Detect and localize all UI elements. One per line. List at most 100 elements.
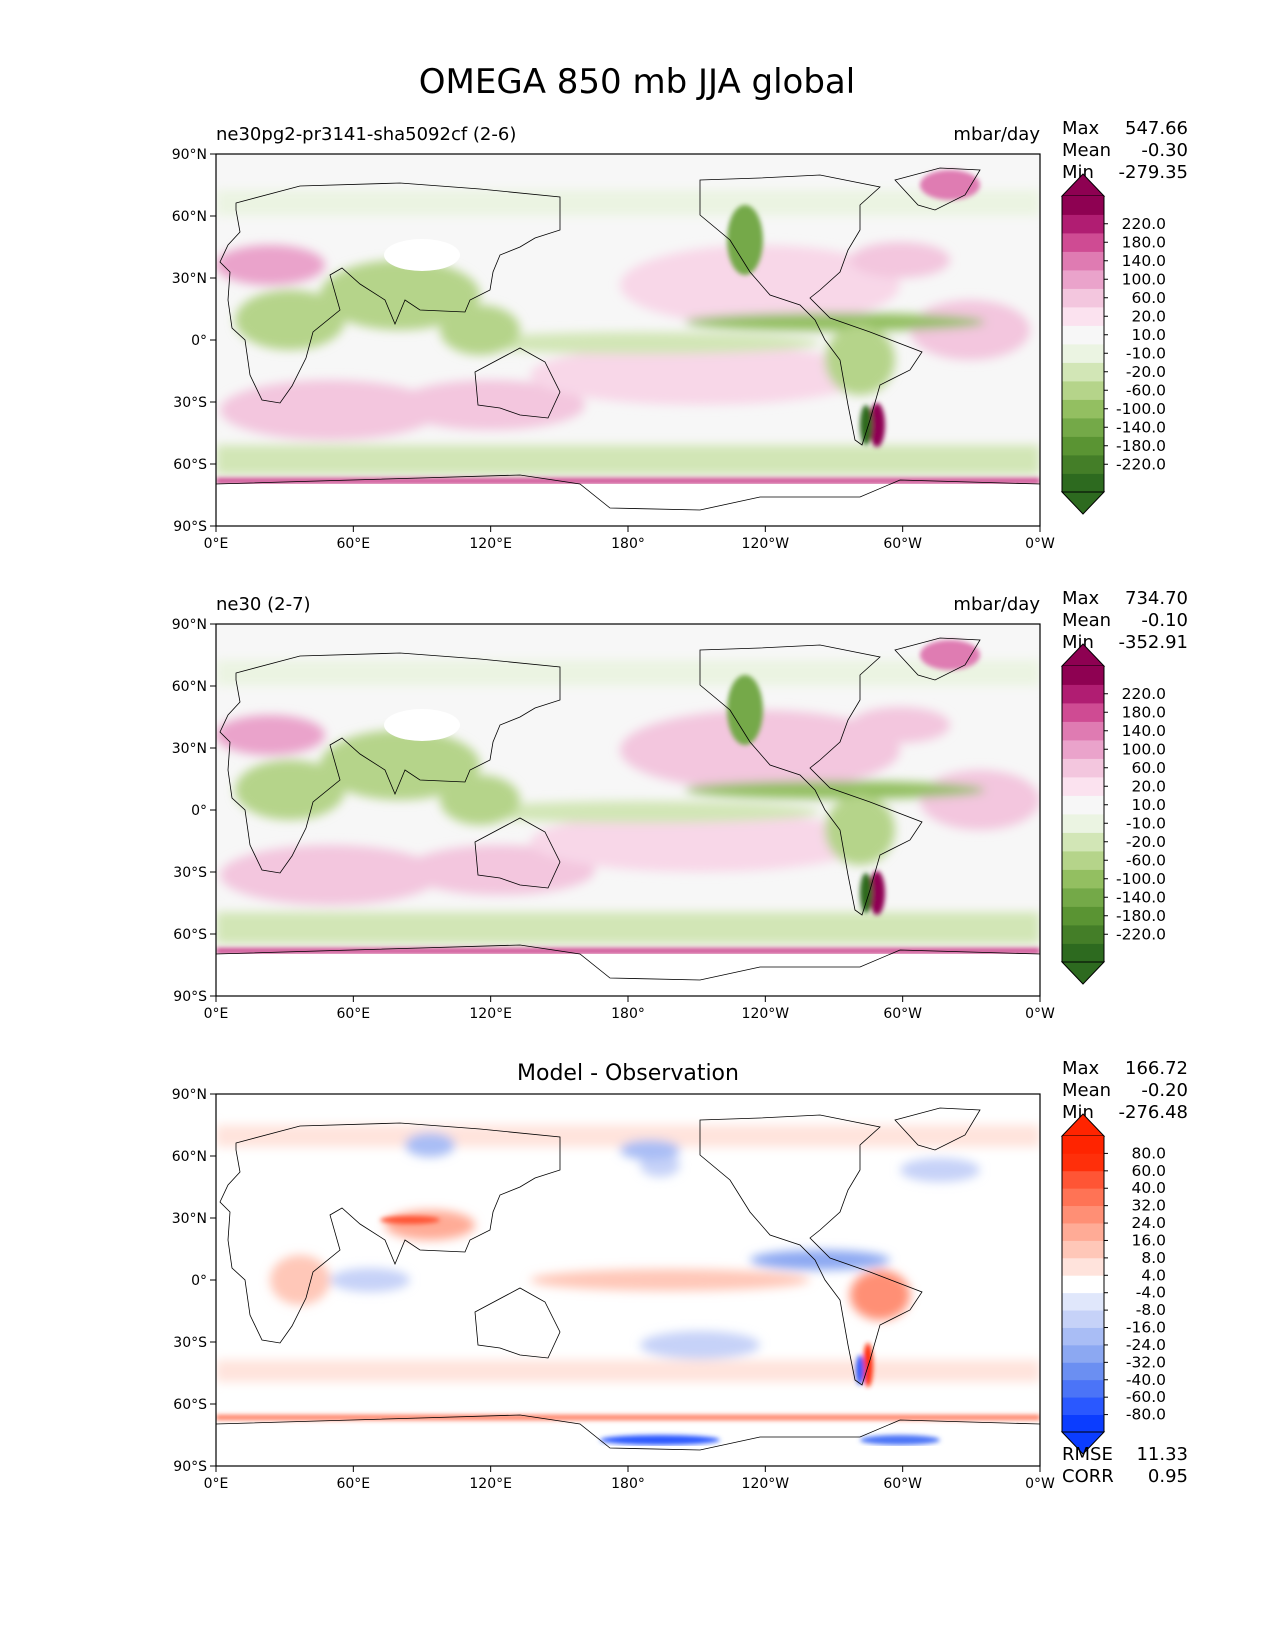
coast-australia xyxy=(474,817,561,889)
ytick-label: 30°S xyxy=(173,395,207,411)
field-storm-track-north xyxy=(216,190,1040,216)
ytick-label: 0° xyxy=(191,803,207,819)
field-subsidence-pacific-south xyxy=(530,345,870,405)
colorbar-swatch xyxy=(1062,1310,1104,1328)
xtick-label: 120°W xyxy=(742,1476,790,1492)
colorbar-swatch xyxy=(1062,721,1104,741)
colorbar-swatch xyxy=(1062,703,1104,722)
field-storm-track-north xyxy=(216,660,1040,686)
colorbar-tick-label: 140.0 xyxy=(1122,252,1166,270)
panel-reference-max-value: 734.70 xyxy=(1125,588,1188,609)
colorbar-swatch xyxy=(1062,325,1104,345)
field-maritime-continent xyxy=(440,775,520,825)
colorbar-tick-label: -20.0 xyxy=(1126,833,1166,851)
colorbar-tick-label: 40.0 xyxy=(1131,1179,1166,1197)
coast-greenland xyxy=(894,167,981,211)
ytick-label: 90°S xyxy=(173,519,207,535)
figure-title: OMEGA 850 mb JJA global xyxy=(419,62,855,102)
colorbar-swatch xyxy=(1062,214,1104,234)
colorbar-swatch xyxy=(1062,251,1104,271)
colorbar-swatch xyxy=(1062,1188,1104,1207)
field-monsoon-africa xyxy=(235,760,345,820)
colorbar-tick-label: -32.0 xyxy=(1126,1353,1166,1371)
colorbar-tick-label: -80.0 xyxy=(1126,1406,1166,1424)
field-positive-band-south xyxy=(216,1360,1040,1382)
colorbar-tick-label: 60.0 xyxy=(1131,1162,1166,1180)
panel-test-coastlines xyxy=(216,167,1040,511)
colorbar-swatch xyxy=(1062,196,1104,215)
colorbar-tick-label: -20.0 xyxy=(1126,363,1166,381)
panel-test-units: mbar/day xyxy=(953,124,1040,145)
field-antarctic-edge xyxy=(216,478,1040,484)
colorbar-outline xyxy=(1061,1136,1105,1432)
panel-difference-title: Model - Observation xyxy=(517,1061,739,1086)
colorbar-swatch xyxy=(1062,455,1104,474)
panel-reference-colorbar: 220.0180.0140.0100.060.020.010.0-10.0-20… xyxy=(1060,643,1166,985)
field-itcz-east-pacific xyxy=(685,313,985,331)
colorbar-tick-label: 16.0 xyxy=(1131,1231,1166,1249)
colorbar-tick-label: 24.0 xyxy=(1131,1214,1166,1232)
panel-difference-min-value: -276.48 xyxy=(1119,1102,1188,1123)
xtick-label: 0°E xyxy=(204,1006,229,1022)
field-amazon xyxy=(825,325,895,395)
colorbar-tick-label: 10.0 xyxy=(1131,326,1166,344)
colorbar-swatch xyxy=(1062,1362,1104,1381)
colorbar-tick-label: -8.0 xyxy=(1136,1301,1166,1319)
ytick-label: 60°N xyxy=(172,679,207,695)
coast-afro-eurasia xyxy=(219,1122,561,1344)
colorbar-extend-min xyxy=(1060,491,1106,515)
panel-difference-max-value: 166.72 xyxy=(1125,1058,1188,1079)
panel-difference-max-label: Max xyxy=(1062,1058,1100,1079)
colorbar-swatch xyxy=(1062,851,1104,870)
panel-test-mean-label: Mean xyxy=(1062,140,1111,161)
field-maritime-continent xyxy=(440,305,520,355)
colorbar-outline xyxy=(1061,666,1105,962)
xtick-label: 60°E xyxy=(336,1476,370,1492)
colorbar-tick-label: -16.0 xyxy=(1126,1319,1166,1337)
field-himalaya-positive xyxy=(380,1216,440,1224)
xtick-label: 0°E xyxy=(204,536,229,552)
panel-reference-max-label: Max xyxy=(1062,588,1100,609)
panel-difference-coastlines xyxy=(216,1107,1040,1451)
colorbar-swatch xyxy=(1062,1153,1104,1172)
field-positive-amazon xyxy=(850,1270,910,1320)
xtick-label: 120°E xyxy=(469,1006,512,1022)
colorbar-swatch xyxy=(1062,362,1104,382)
colorbar-swatch xyxy=(1062,1414,1104,1433)
panel-reference-left-title: ne30 (2-7) xyxy=(216,594,311,615)
field-andes-maximum xyxy=(869,871,885,915)
field-negative-north-atlantic xyxy=(900,1158,980,1182)
ytick-label: 30°S xyxy=(173,1335,207,1351)
coast-afro-eurasia xyxy=(219,652,561,874)
xtick-label: 180° xyxy=(611,536,645,552)
panel-difference-mean-label: Mean xyxy=(1062,1080,1111,1101)
panel-test-xaxis: 0°E 60°E 120°E 180° 120°W 60°W 0°W xyxy=(204,526,1055,552)
field-antarctica-mask xyxy=(216,1446,1040,1466)
colorbar-tick-label: 80.0 xyxy=(1131,1144,1166,1162)
colorbar-swatch xyxy=(1062,906,1104,926)
colorbar-tick-label: 180.0 xyxy=(1122,233,1166,251)
field-tibet-mask xyxy=(384,709,460,741)
field-andes-maximum xyxy=(869,403,885,447)
field-storm-track-south xyxy=(216,445,1040,475)
colorbar-outline xyxy=(1061,196,1105,492)
field-negative-itcz-east-pacific xyxy=(750,1250,890,1270)
ytick-label: 90°N xyxy=(172,147,207,163)
field-subsidence-atlantic-north xyxy=(850,707,950,743)
xtick-label: 120°E xyxy=(469,536,512,552)
colorbar-tick-label: -180.0 xyxy=(1116,907,1166,925)
panel-test-max-label: Max xyxy=(1062,118,1100,139)
colorbar-swatch xyxy=(1062,869,1104,889)
xtick-label: 0°E xyxy=(204,1476,229,1492)
colorbar-tick-label: 180.0 xyxy=(1122,703,1166,721)
field-subsidence-indian-south xyxy=(395,380,585,430)
xtick-label: 60°W xyxy=(883,1476,922,1492)
colorbar-tick-label: 4.0 xyxy=(1141,1266,1166,1284)
field-subsidence-atlantic-north xyxy=(850,242,950,278)
colorbar-tick-label: -40.0 xyxy=(1126,1371,1166,1389)
field-negative-siberia xyxy=(405,1133,455,1157)
field-weddell-negative xyxy=(860,1435,940,1445)
coast-americas xyxy=(699,174,923,446)
coast-australia xyxy=(474,1287,561,1359)
colorbar-tick-label: 220.0 xyxy=(1122,685,1166,703)
